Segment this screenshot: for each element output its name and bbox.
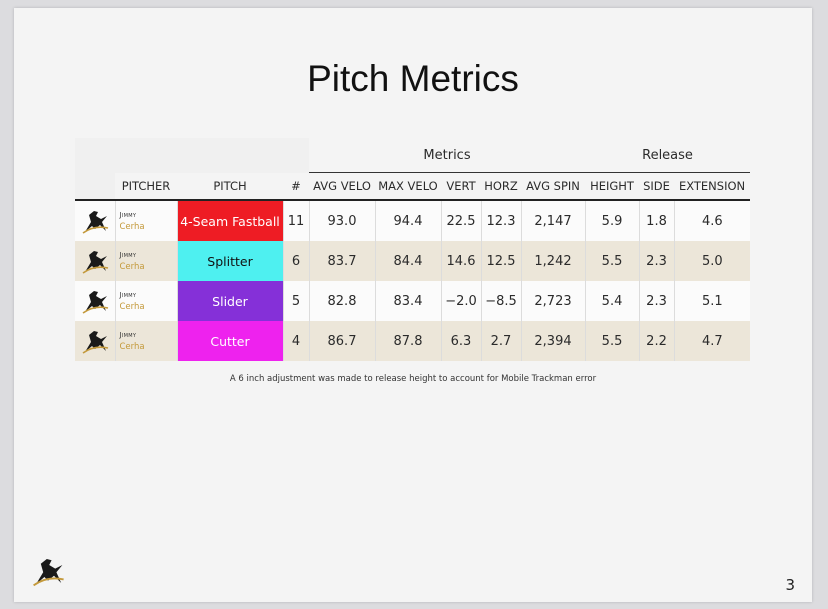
pitcher-first-name: Jimmy [119, 251, 137, 259]
pitch-count: 6 [283, 241, 310, 281]
avg-spin-value: 2,394 [521, 321, 586, 361]
pitcher-last-name: Cerha [119, 222, 145, 232]
side-value: 1.8 [639, 200, 675, 241]
max-velo-value: 87.8 [375, 321, 442, 361]
vert-value: 22.5 [441, 200, 482, 241]
pitcher-logo-icon [75, 200, 116, 241]
group-header-row: Metrics Release [75, 138, 751, 173]
max-velo-value: 94.4 [375, 200, 442, 241]
pitcher-name: Jimmy Cerha [115, 241, 178, 281]
vert-value: 14.6 [441, 241, 482, 281]
side-value: 2.3 [639, 281, 675, 321]
pitcher-logo-icon [75, 241, 116, 281]
table-row: Jimmy Cerha Splitter 6 83.7 84.4 14.6 12.… [75, 241, 751, 281]
pitch-type-cell: Splitter [177, 241, 284, 281]
horz-column-header: HORZ [481, 172, 521, 201]
avg-spin-value: 1,242 [521, 241, 586, 281]
pitcher-name: Jimmy Cerha [115, 200, 178, 241]
pitcher-name: Jimmy Cerha [115, 321, 178, 361]
pitcher-logo-icon [75, 321, 116, 361]
side-value: 2.3 [639, 241, 675, 281]
extension-value: 5.0 [674, 241, 751, 281]
page-number: 3 [785, 576, 795, 594]
avg-spin-value: 2,723 [521, 281, 586, 321]
vert-value: 6.3 [441, 321, 482, 361]
avg-velo-value: 86.7 [309, 321, 376, 361]
height-column-header: HEIGHT [585, 172, 640, 201]
extension-value: 5.1 [674, 281, 751, 321]
max-velo-value: 83.4 [375, 281, 442, 321]
horz-value: −8.5 [481, 281, 522, 321]
footer-logo-icon [30, 554, 66, 592]
pitcher-first-name: Jimmy [119, 211, 137, 219]
height-value: 5.5 [585, 241, 640, 281]
pitcher-column-header: PITCHER [115, 172, 177, 201]
footnote: A 6 inch adjustment was made to release … [229, 374, 597, 384]
height-value: 5.4 [585, 281, 640, 321]
pitcher-last-name: Cerha [119, 302, 145, 312]
slide-title: Pitch Metrics [307, 58, 519, 99]
pitch-column-header: PITCH [177, 172, 283, 201]
avg-velo-value: 93.0 [309, 200, 376, 241]
horz-value: 12.5 [481, 241, 522, 281]
side-column-header: SIDE [639, 172, 675, 201]
horz-value: 2.7 [481, 321, 522, 361]
avg-velo-value: 82.8 [309, 281, 376, 321]
table-row: Jimmy Cerha Cutter 4 86.7 87.8 6.3 2.7 2,… [75, 321, 751, 361]
pitch-type-cell: Slider [177, 281, 284, 321]
avg-velo-column-header: AVG VELO [309, 172, 375, 201]
metrics-group-header: Metrics [309, 138, 586, 173]
extension-value: 4.6 [674, 200, 751, 241]
slide: Pitch Metrics Metrics Release PITCHER PI… [14, 8, 812, 602]
vert-column-header: VERT [441, 172, 481, 201]
group-header-blank [75, 138, 309, 173]
avg-spin-value: 2,147 [521, 200, 586, 241]
height-value: 5.9 [585, 200, 640, 241]
pitcher-logo-icon [75, 281, 116, 321]
pitch-count: 4 [283, 321, 310, 361]
column-header-row: PITCHER PITCH # AVG VELO MAX VELO VERT H… [75, 172, 751, 201]
pitch-count: 5 [283, 281, 310, 321]
count-column-header: # [283, 172, 309, 201]
pitcher-first-name: Jimmy [119, 291, 137, 299]
logo-column-header [75, 172, 115, 201]
pitcher-first-name: Jimmy [119, 331, 137, 339]
pitcher-last-name: Cerha [119, 262, 145, 272]
pitch-count: 11 [283, 200, 310, 241]
table-row: Jimmy Cerha Slider 5 82.8 83.4 −2.0 −8.5 … [75, 281, 751, 321]
pitch-type-cell: Cutter [177, 321, 284, 361]
height-value: 5.5 [585, 321, 640, 361]
avg-spin-column-header: AVG SPIN [521, 172, 586, 201]
vert-value: −2.0 [441, 281, 482, 321]
side-value: 2.2 [639, 321, 675, 361]
release-group-header: Release [585, 138, 751, 173]
horz-value: 12.3 [481, 200, 522, 241]
pitch-type-cell: 4-Seam Fastball [177, 200, 284, 241]
avg-velo-value: 83.7 [309, 241, 376, 281]
extension-column-header: EXTENSION [674, 172, 751, 201]
pitcher-name: Jimmy Cerha [115, 281, 178, 321]
pitcher-last-name: Cerha [119, 342, 145, 352]
pitch-metrics-table: Metrics Release PITCHER PITCH # AVG VELO… [75, 138, 751, 361]
max-velo-value: 84.4 [375, 241, 442, 281]
max-velo-column-header: MAX VELO [375, 172, 441, 201]
table-row: Jimmy Cerha 4-Seam Fastball 11 93.0 94.4 … [75, 200, 751, 241]
extension-value: 4.7 [674, 321, 751, 361]
